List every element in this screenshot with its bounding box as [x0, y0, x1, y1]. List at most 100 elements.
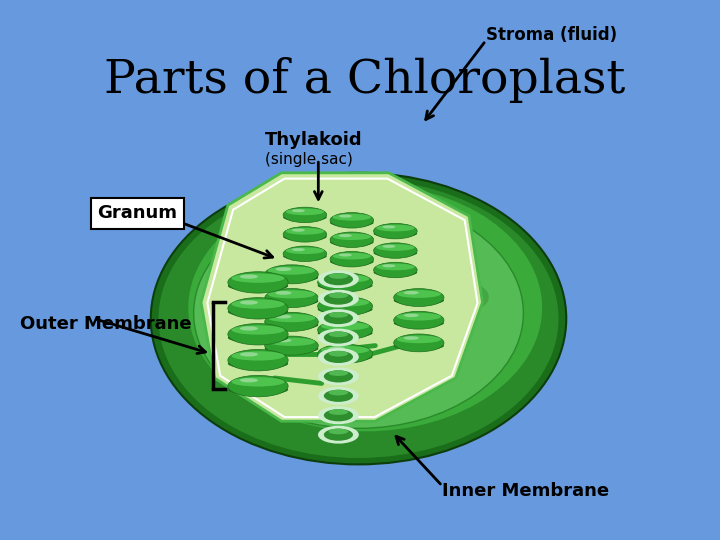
Ellipse shape	[329, 390, 348, 395]
Ellipse shape	[333, 253, 371, 260]
Ellipse shape	[338, 214, 352, 218]
Ellipse shape	[324, 370, 353, 382]
Ellipse shape	[150, 173, 566, 464]
Ellipse shape	[374, 224, 417, 239]
Ellipse shape	[268, 314, 315, 322]
Ellipse shape	[318, 289, 359, 308]
Ellipse shape	[268, 290, 315, 299]
Ellipse shape	[318, 348, 359, 366]
Ellipse shape	[318, 281, 372, 291]
Ellipse shape	[382, 225, 395, 228]
Ellipse shape	[286, 247, 324, 254]
Ellipse shape	[228, 384, 288, 395]
Ellipse shape	[265, 288, 318, 308]
Ellipse shape	[404, 291, 419, 294]
Text: Stroma (fluid): Stroma (fluid)	[486, 26, 617, 44]
Ellipse shape	[276, 291, 292, 295]
Ellipse shape	[382, 264, 395, 267]
Ellipse shape	[374, 262, 417, 278]
Ellipse shape	[268, 338, 315, 346]
Ellipse shape	[240, 326, 258, 330]
Ellipse shape	[265, 312, 318, 332]
Ellipse shape	[318, 406, 359, 424]
Ellipse shape	[324, 312, 353, 324]
Ellipse shape	[283, 253, 327, 260]
Ellipse shape	[265, 336, 318, 355]
Ellipse shape	[324, 409, 353, 421]
Ellipse shape	[240, 352, 258, 356]
Ellipse shape	[377, 244, 415, 251]
Ellipse shape	[276, 339, 292, 342]
Ellipse shape	[231, 325, 284, 335]
Ellipse shape	[329, 293, 348, 298]
Ellipse shape	[158, 178, 559, 459]
Ellipse shape	[329, 351, 348, 356]
Ellipse shape	[329, 429, 348, 434]
Ellipse shape	[324, 351, 353, 363]
Ellipse shape	[318, 328, 372, 338]
Ellipse shape	[283, 207, 327, 222]
Ellipse shape	[228, 307, 288, 317]
Ellipse shape	[286, 208, 324, 215]
Ellipse shape	[265, 273, 318, 282]
Ellipse shape	[374, 249, 417, 257]
Ellipse shape	[215, 256, 267, 283]
Ellipse shape	[228, 375, 288, 397]
Ellipse shape	[377, 225, 415, 232]
Ellipse shape	[276, 315, 292, 319]
Ellipse shape	[394, 334, 444, 352]
Ellipse shape	[394, 311, 444, 329]
Ellipse shape	[318, 426, 359, 444]
Polygon shape	[201, 173, 482, 421]
Ellipse shape	[252, 201, 311, 231]
Ellipse shape	[228, 349, 288, 371]
Ellipse shape	[330, 258, 374, 266]
Ellipse shape	[318, 270, 359, 288]
Ellipse shape	[286, 228, 324, 235]
Ellipse shape	[231, 377, 284, 387]
Ellipse shape	[329, 273, 348, 279]
Ellipse shape	[328, 299, 345, 303]
Ellipse shape	[189, 184, 542, 431]
Ellipse shape	[394, 319, 444, 328]
Ellipse shape	[292, 209, 305, 212]
Text: (single sac): (single sac)	[265, 152, 353, 167]
Ellipse shape	[330, 232, 374, 247]
Ellipse shape	[268, 266, 315, 275]
Ellipse shape	[231, 299, 284, 309]
Ellipse shape	[283, 214, 327, 221]
Ellipse shape	[329, 332, 348, 337]
Ellipse shape	[292, 228, 305, 232]
Ellipse shape	[231, 273, 284, 283]
Ellipse shape	[318, 273, 372, 292]
Ellipse shape	[377, 264, 415, 271]
Ellipse shape	[240, 300, 258, 305]
Ellipse shape	[324, 273, 353, 285]
Ellipse shape	[283, 233, 327, 241]
Ellipse shape	[228, 281, 288, 291]
Ellipse shape	[397, 335, 441, 343]
Ellipse shape	[228, 298, 288, 319]
Ellipse shape	[328, 347, 345, 350]
Ellipse shape	[324, 293, 353, 305]
Text: Thylakoid: Thylakoid	[265, 131, 362, 150]
Ellipse shape	[375, 217, 456, 258]
Ellipse shape	[318, 328, 359, 347]
Ellipse shape	[330, 219, 374, 227]
Ellipse shape	[318, 352, 372, 362]
Ellipse shape	[338, 253, 352, 256]
Ellipse shape	[318, 344, 372, 363]
Text: Parts of a Chloroplast: Parts of a Chloroplast	[104, 57, 625, 103]
Ellipse shape	[329, 370, 348, 376]
Ellipse shape	[404, 336, 419, 340]
Ellipse shape	[318, 296, 372, 316]
Ellipse shape	[283, 246, 327, 261]
Ellipse shape	[324, 332, 353, 343]
Ellipse shape	[328, 275, 345, 279]
Ellipse shape	[318, 367, 359, 386]
Ellipse shape	[392, 347, 451, 377]
Ellipse shape	[330, 252, 374, 267]
Ellipse shape	[228, 333, 288, 343]
Ellipse shape	[324, 390, 353, 402]
Ellipse shape	[394, 341, 444, 350]
